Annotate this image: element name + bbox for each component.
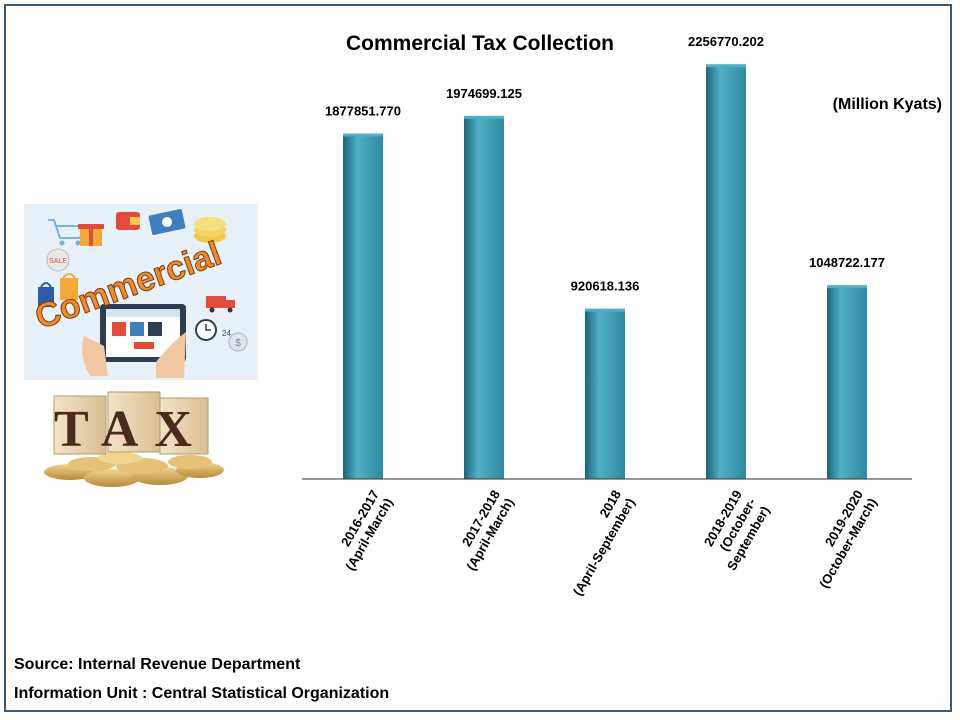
category-label-1: 2016-2017(April-March): [338, 488, 396, 574]
hands-icon: [82, 332, 186, 378]
category-label-3: 2018(April-September): [570, 488, 638, 599]
value-label-3: 920618.136: [571, 279, 640, 294]
bar-top-4: [706, 64, 746, 68]
category-label-2: 2017-2018(April-March): [459, 488, 517, 574]
clock-icon: 24: [195, 319, 231, 341]
svg-text:24: 24: [222, 329, 231, 338]
gift-icon: [78, 224, 104, 246]
category-label-5: 2019-2020(October-March): [816, 488, 880, 591]
bar-top-1: [343, 133, 383, 137]
category-labels: 2016-2017(April-March) 2017-2018(April-Ma…: [338, 488, 880, 599]
bar-5: [827, 287, 867, 479]
wallet-icon: [116, 212, 140, 230]
coins-icon: [44, 452, 224, 487]
delivery-truck-icon: [206, 296, 235, 313]
sale-tag-icon: SALE: [46, 248, 70, 272]
bar-top-2: [464, 115, 504, 119]
commercial-illustration: SALE: [24, 204, 258, 380]
tax-blocks: [53, 391, 209, 455]
unit-label: (Million Kyats): [832, 96, 942, 113]
category-label-4: 2018-2019(October-September): [701, 488, 773, 573]
svg-text:$: $: [235, 338, 241, 349]
bar-1: [343, 135, 383, 479]
bar-top-5: [827, 285, 867, 289]
value-label-4: 2256770.202: [688, 34, 764, 49]
value-label-2: 1974699.125: [446, 86, 522, 101]
information-unit-note: Information Unit : Central Statistical O…: [14, 685, 390, 702]
price-tag-icon: $: [228, 332, 248, 352]
source-note: Source: Internal Revenue Department: [14, 656, 301, 673]
tax-illustration: TAX: [44, 391, 224, 487]
banknote-icon: [148, 209, 186, 235]
shopping-bag-icon: [38, 273, 78, 307]
bar-4: [706, 66, 746, 479]
bar-3: [585, 310, 625, 479]
bar-top-3: [585, 308, 625, 312]
chart-title: Commercial Tax Collection: [345, 32, 615, 55]
chart-frame: [4, 4, 952, 712]
tax-word: TAX: [54, 401, 208, 458]
value-labels: 1877851.770 1974699.125 920618.136 2256770.…: [325, 34, 885, 293]
coin-stack-icon: [194, 217, 226, 243]
svg-text:SALE: SALE: [49, 258, 67, 265]
bar-2: [464, 117, 504, 479]
value-label-1: 1877851.770: [325, 104, 401, 119]
value-label-5: 1048722.177: [809, 255, 885, 270]
bars: [343, 64, 867, 479]
tablet-shop-icon: [100, 304, 186, 362]
